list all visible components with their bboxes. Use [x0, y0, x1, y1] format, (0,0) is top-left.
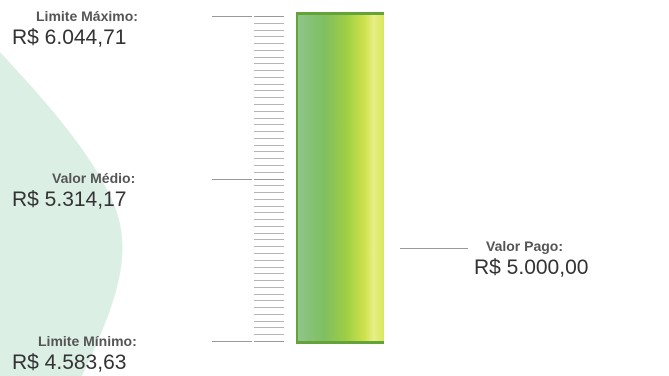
ruler-tick: [254, 49, 284, 51]
max-limit-block: Limite Máximo: R$ 6.044,71: [12, 8, 138, 50]
ruler-tick: [254, 300, 284, 302]
min-limit-connector: [212, 341, 252, 342]
ruler-tick: [254, 104, 284, 106]
ruler-tick: [254, 97, 284, 99]
ruler-tick: [254, 144, 284, 146]
paid-value-label: Valor Pago:: [486, 238, 564, 254]
ruler-tick: [254, 178, 284, 180]
ruler-tick: [254, 56, 284, 58]
ruler-tick: [254, 293, 284, 295]
ruler-tick: [254, 70, 284, 72]
ruler-tick: [254, 36, 284, 38]
ruler-tick: [254, 22, 284, 24]
ruler-tick: [254, 137, 284, 139]
ruler-tick: [254, 225, 284, 227]
ruler-tick: [254, 117, 284, 119]
ruler-tick: [254, 124, 284, 126]
ruler-tick: [254, 313, 284, 315]
ruler-tick: [254, 232, 284, 234]
ruler-tick: [254, 110, 284, 112]
mid-value-block: Valor Médio: R$ 5.314,17: [12, 170, 135, 212]
ruler-tick: [254, 63, 284, 65]
ruler-tick: [254, 90, 284, 92]
ruler-tick: [254, 164, 284, 166]
ruler-tick: [254, 259, 284, 261]
min-limit-label: Limite Mínimo:: [38, 333, 137, 349]
ruler-tick: [254, 266, 284, 268]
gauge-bar: [296, 12, 384, 344]
paid-value-value: R$ 5.000,00: [474, 256, 589, 279]
max-limit-value: R$ 6.044,71: [12, 26, 127, 49]
ruler-tick: [254, 192, 284, 194]
ruler-tick: [254, 16, 284, 17]
ruler-tick: [254, 43, 284, 45]
ruler-tick: [254, 341, 284, 342]
ruler-tick: [254, 29, 284, 31]
ruler-tick: [254, 219, 284, 221]
ruler-tick: [254, 273, 284, 275]
min-limit-block: Limite Mínimo: R$ 4.583,63: [12, 333, 137, 375]
ruler-tick: [254, 280, 284, 282]
ruler-tick: [254, 76, 284, 78]
ruler-tick: [254, 252, 284, 254]
ruler-tick: [254, 83, 284, 85]
min-limit-value: R$ 4.583,63: [12, 351, 127, 374]
ruler-tick: [254, 212, 284, 214]
ruler-tick: [254, 205, 284, 207]
ruler-tick: [254, 307, 284, 309]
ruler-tick: [254, 239, 284, 241]
ruler-tick: [254, 171, 284, 173]
ruler-tick: [254, 131, 284, 133]
paid-value-connector: [400, 248, 468, 249]
max-limit-label: Limite Máximo:: [36, 8, 138, 24]
gauge-ruler: [254, 14, 294, 344]
ruler-tick: [254, 198, 284, 200]
ruler-tick: [254, 185, 284, 187]
paid-value-block: Valor Pago: R$ 5.000,00: [474, 238, 588, 280]
ruler-tick: [254, 158, 284, 160]
ruler-tick: [254, 334, 284, 336]
ruler-tick: [254, 286, 284, 288]
mid-value-value: R$ 5.314,17: [12, 188, 127, 211]
mid-value-label: Valor Médio:: [52, 170, 136, 186]
ruler-tick: [254, 320, 284, 322]
ruler-tick: [254, 151, 284, 153]
ruler-tick: [254, 246, 284, 248]
ruler-tick: [254, 327, 284, 329]
max-limit-connector: [212, 16, 252, 17]
mid-value-connector: [212, 179, 252, 180]
background-shape: [0, 52, 123, 376]
